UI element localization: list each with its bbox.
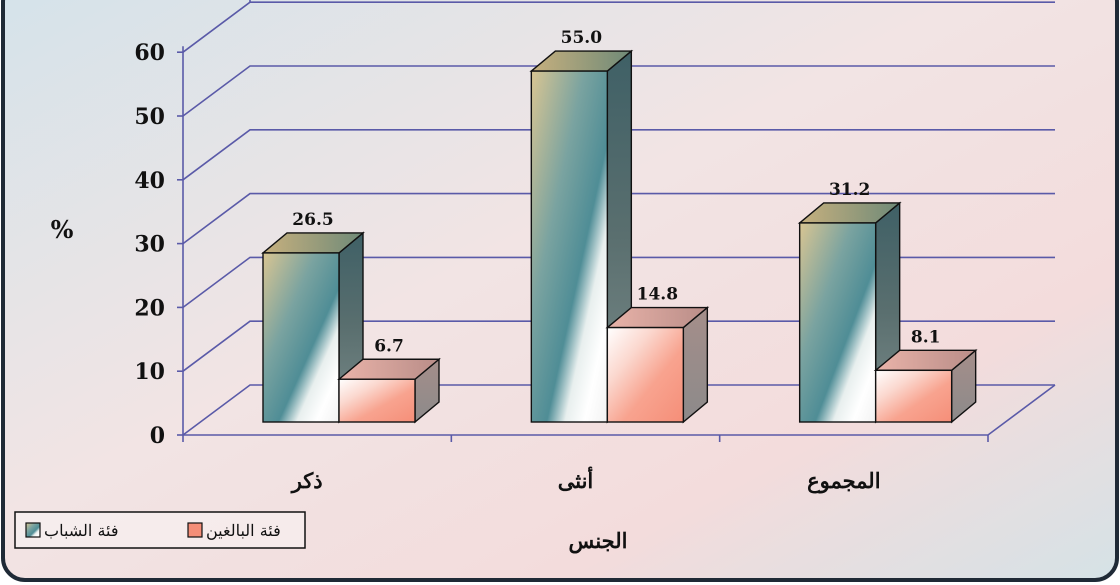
y-axis-label: % [51, 215, 74, 244]
data-label-youth-0: 26.5 [292, 210, 333, 230]
y-tick-label: 60 [134, 40, 165, 66]
gridline [182, 320, 1055, 372]
legend-label-youth: فئة الشباب [44, 521, 119, 540]
y-tick-label: 10 [134, 359, 165, 385]
bar-front [874, 369, 953, 423]
y-tick-label: 20 [134, 295, 165, 321]
legend: فئة الشباب فئة البالغين [14, 511, 306, 549]
bar-youth-2 [797, 201, 902, 424]
bar-front [606, 326, 685, 423]
labels-layer: 26.5 6.7 ذكر 55.0 14.8 أنثى 31.2 8.1 المجموع [290, 28, 941, 494]
category-label-1: أنثى [558, 466, 594, 493]
y-tick-label: 50 [134, 104, 165, 130]
category-label-0: ذكر [290, 468, 323, 494]
y-tick-label: 0 [150, 423, 165, 449]
data-label-youth-2: 31.2 [829, 180, 870, 200]
y-tick-label: 40 [134, 168, 165, 194]
bar-adult-2 [873, 348, 978, 424]
axis-layer: 0 10 20 30 40 50 60 [134, 40, 989, 449]
bar-youth-0 [261, 231, 365, 424]
gridline [182, 256, 1055, 309]
gridline [182, 65, 1055, 117]
x-axis-label: الجنس [569, 528, 628, 554]
y-tick-label: 30 [134, 232, 165, 258]
legend-swatch-youth [25, 522, 41, 538]
gridline [182, 384, 1055, 436]
legend-label-adult: فئة البالغين [206, 521, 281, 540]
gridline [182, 192, 1055, 245]
bar-front [262, 252, 340, 423]
data-label-adult-1: 14.8 [637, 285, 678, 305]
data-label-youth-1: 55.0 [561, 28, 603, 48]
data-label-adult-0: 6.7 [374, 336, 404, 356]
bar-adult-0 [337, 357, 441, 424]
legend-item-youth: فئة الشباب [25, 521, 119, 540]
category-label-2: المجموع [807, 468, 880, 494]
bars-layer [261, 49, 978, 424]
bar-front [530, 70, 609, 423]
bar-front [338, 378, 416, 423]
bar-front [798, 222, 877, 423]
legend-box [14, 511, 306, 549]
legend-swatch-adult [187, 522, 203, 538]
legend-item-adult: فئة البالغين [187, 521, 281, 540]
data-label-adult-2: 8.1 [911, 327, 941, 347]
bar-adult-1 [605, 306, 710, 424]
gridline [182, 129, 1055, 181]
